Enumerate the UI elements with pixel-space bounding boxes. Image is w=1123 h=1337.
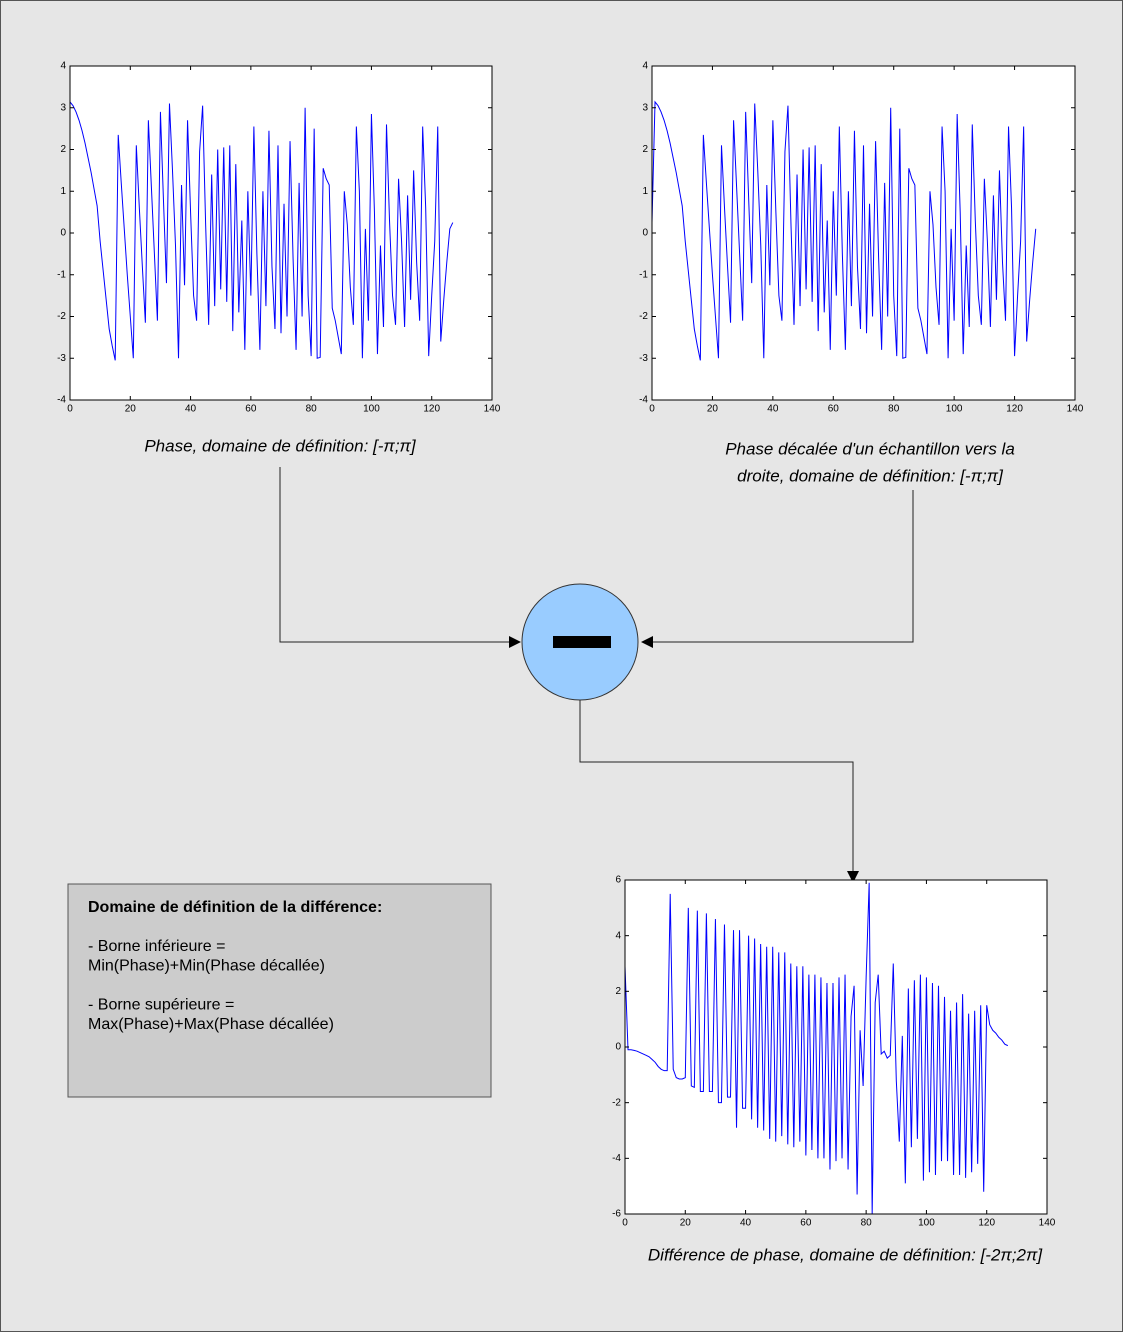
x-tick-label: 60 <box>828 404 840 415</box>
x-tick-label: 80 <box>861 1218 873 1229</box>
note-box <box>67 883 492 1098</box>
caption: droite, domaine de définition: [-π;π] <box>737 466 1004 485</box>
y-tick-label: 4 <box>642 61 648 72</box>
x-tick-label: 100 <box>363 404 380 415</box>
x-tick-label: 40 <box>767 404 779 415</box>
series-group <box>625 882 1009 1215</box>
connector <box>279 467 521 648</box>
x-tick-label: 100 <box>918 1218 935 1229</box>
x-tick-label: 120 <box>423 404 440 415</box>
y-tick-label: -2 <box>57 311 66 322</box>
note-lines: - Borne inférieure = Min(Phase)+Min(Phase… <box>88 938 334 1033</box>
y-tick-label: -2 <box>612 1097 621 1108</box>
caption: Différence de phase, domaine de définiti… <box>648 1245 1043 1264</box>
plot-area <box>652 66 1075 400</box>
y-tick-label: -4 <box>612 1153 621 1164</box>
y-tick-label: 4 <box>615 930 621 941</box>
note-line: - Borne supérieure = <box>88 997 234 1014</box>
y-tick-label: 2 <box>642 144 648 155</box>
x-tick-label: 60 <box>800 1218 812 1229</box>
x-tick-label: 40 <box>740 1218 752 1229</box>
y-tick-label: 3 <box>60 102 66 113</box>
x-tick-label: 20 <box>707 404 719 415</box>
y-tick-label: -1 <box>57 269 66 280</box>
y-tick-label: 0 <box>642 228 648 239</box>
y-tick-label: 2 <box>60 144 66 155</box>
chart: 0 20 40 60 80 100 120 140 -4 -3 -2 -1 0 1 2 3 4 Phase déc… <box>639 61 1084 486</box>
y-tick-label: 6 <box>615 875 621 886</box>
data-line <box>652 100 1037 361</box>
note-title: Domaine de définition de la différence: <box>88 899 382 916</box>
y-tick-label: 1 <box>642 186 648 197</box>
series-group <box>652 100 1037 361</box>
x-tick-label: 80 <box>888 404 900 415</box>
minus-sign <box>553 636 611 648</box>
y-tick-label: 4 <box>60 61 66 72</box>
caption: Phase décalée d'un échantillon vers la <box>725 439 1015 458</box>
x-tick-label: 0 <box>67 404 73 415</box>
y-tick-label: -4 <box>639 395 648 406</box>
x-tick-label: 0 <box>649 404 655 415</box>
caption: Phase, domaine de définition: [-π;π] <box>144 436 417 455</box>
x-tick-label: 80 <box>306 404 318 415</box>
series-group <box>70 101 454 361</box>
x-tick-label: 60 <box>245 404 257 415</box>
x-tick-label: 120 <box>1006 404 1023 415</box>
note-line: - Borne inférieure = <box>88 938 225 955</box>
x-tick-label: 140 <box>484 404 501 415</box>
y-tick-label: -3 <box>639 353 648 364</box>
chart: 0 20 40 60 80 100 120 140 -4 -3 -2 -1 0 1 2 3 4 Phase, do… <box>57 61 501 456</box>
x-tick-label: 100 <box>946 404 963 415</box>
y-tick-label: -3 <box>57 353 66 364</box>
data-line <box>70 101 454 361</box>
data-line <box>625 882 1009 1215</box>
x-tick-label: 140 <box>1039 1218 1056 1229</box>
x-tick-label: 0 <box>622 1218 628 1229</box>
y-tick-label: 3 <box>642 102 648 113</box>
note-line: Max(Phase)+Max(Phase décallée) <box>88 1016 334 1033</box>
note-line: Min(Phase)+Min(Phase décallée) <box>88 958 325 975</box>
y-tick-label: 0 <box>615 1042 621 1053</box>
y-tick-label: -4 <box>57 395 66 406</box>
y-tick-label: 1 <box>60 186 66 197</box>
connector <box>641 490 914 648</box>
connector <box>579 700 859 883</box>
x-tick-label: 120 <box>978 1218 995 1229</box>
x-tick-label: 40 <box>185 404 197 415</box>
y-tick-label: 0 <box>60 228 66 239</box>
x-tick-label: 20 <box>680 1218 692 1229</box>
chart: 0 20 40 60 80 100 120 140 -6 -4 -2 0 2 4 6 Différence d… <box>612 875 1056 1265</box>
y-tick-label: 2 <box>615 986 621 997</box>
y-tick-label: -2 <box>639 311 648 322</box>
x-tick-label: 20 <box>125 404 137 415</box>
y-tick-label: -1 <box>639 269 648 280</box>
x-tick-label: 140 <box>1067 404 1084 415</box>
y-tick-label: -6 <box>612 1209 621 1220</box>
